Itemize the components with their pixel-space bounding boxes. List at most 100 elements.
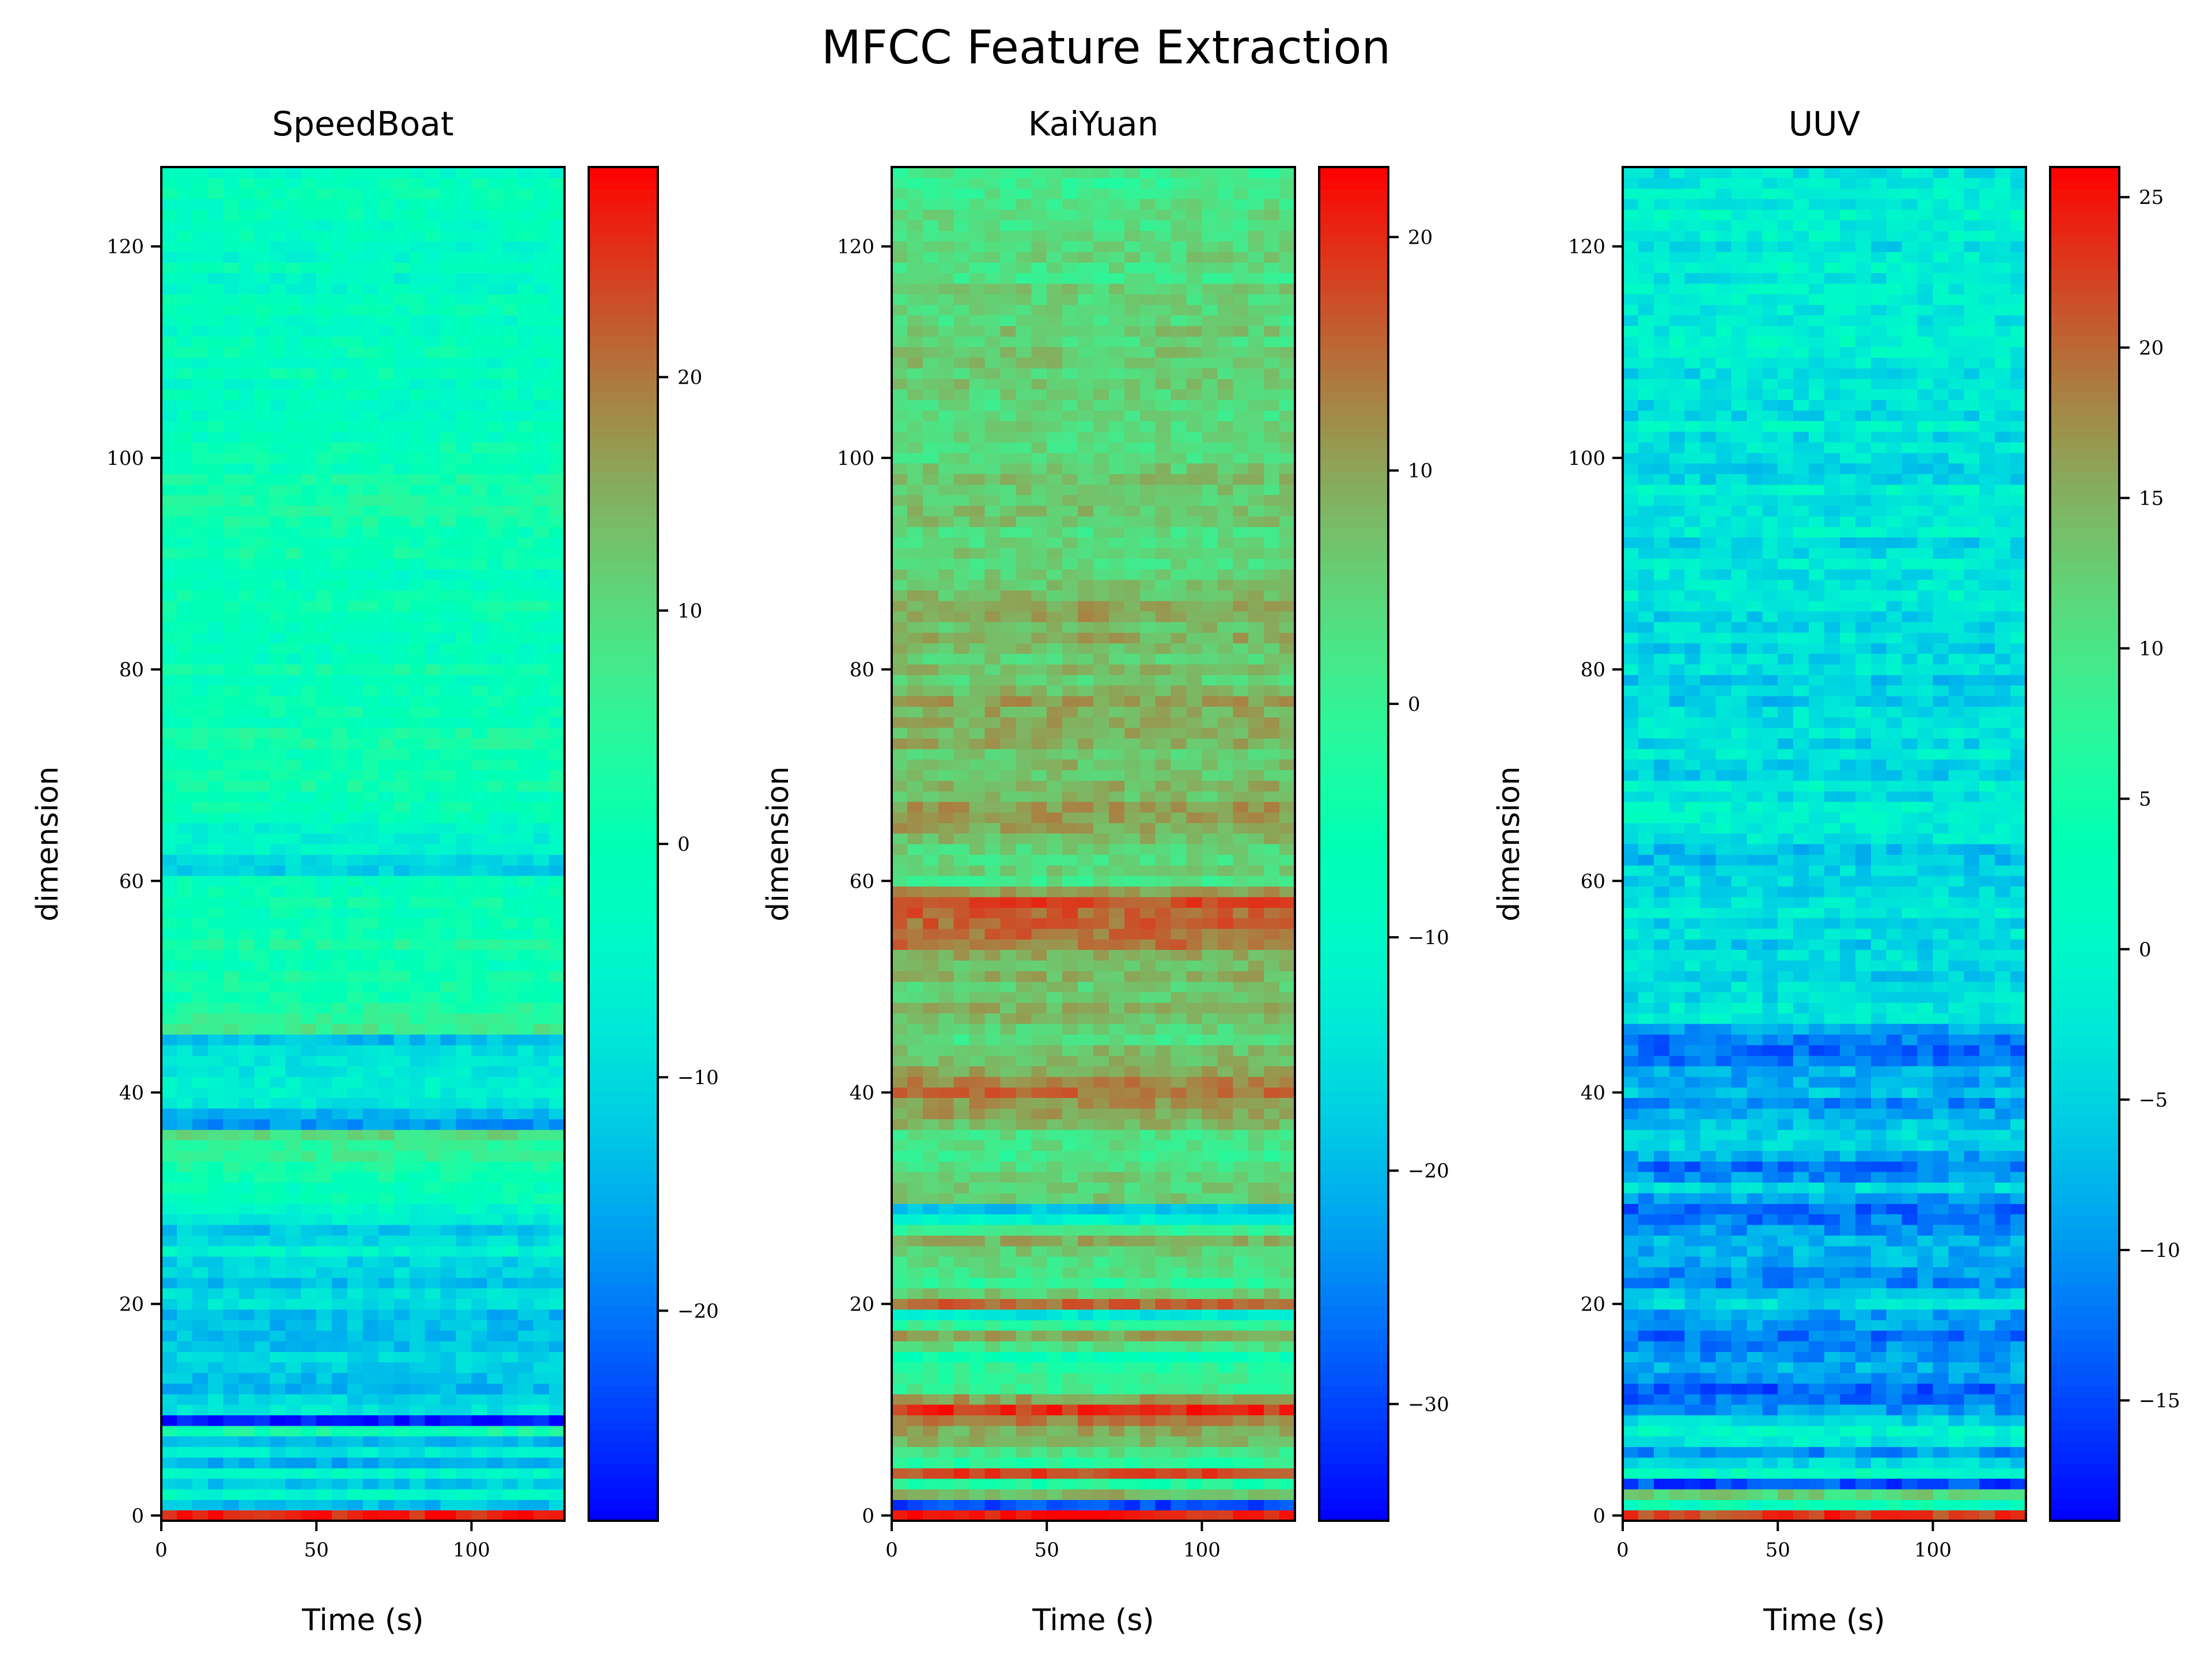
heatmap-cell (332, 854, 348, 866)
heatmap-cell (425, 728, 441, 739)
heatmap-cell (1139, 1330, 1156, 1342)
heatmap-cell (502, 1245, 518, 1257)
colorbar-tick-label: −20 (677, 1300, 719, 1323)
heatmap-cell (316, 1129, 332, 1141)
heatmap-cell (254, 600, 271, 612)
heatmap-cell (502, 1256, 518, 1267)
heatmap-cell (270, 347, 286, 358)
heatmap-cell (518, 1150, 534, 1162)
heatmap-cell (922, 1161, 939, 1172)
heatmap-cell (1233, 1309, 1249, 1320)
heatmap-cell (332, 1415, 348, 1426)
heatmap-cell (456, 1478, 472, 1490)
heatmap-cell (1062, 1182, 1078, 1194)
heatmap-cell (347, 378, 363, 390)
heatmap-cell (332, 1182, 348, 1194)
heatmap-cell (487, 632, 503, 643)
heatmap-cell (176, 1002, 193, 1014)
heatmap-cell (502, 177, 518, 189)
heatmap-cell (907, 907, 923, 919)
heatmap-cell (425, 357, 441, 369)
heatmap-cell (285, 1488, 301, 1500)
heatmap-cell (301, 717, 317, 728)
heatmap-cell (1093, 1436, 1109, 1448)
heatmap-cell (207, 844, 224, 855)
heatmap-cell (363, 622, 379, 633)
heatmap-cell (425, 505, 441, 517)
heatmap-cell (1233, 1351, 1249, 1363)
heatmap-cell (487, 1415, 503, 1426)
heatmap-cell (487, 1066, 503, 1077)
heatmap-cell (1047, 1488, 1063, 1500)
heatmap-cell (363, 399, 379, 411)
heatmap-cell (1062, 971, 1078, 982)
heatmap-cell (223, 347, 240, 358)
heatmap-cell (223, 569, 240, 580)
heatmap-cell (1202, 1055, 1218, 1067)
heatmap-cell (363, 949, 379, 961)
heatmap-cell (502, 1013, 518, 1024)
heatmap-cell (270, 357, 286, 369)
heatmap-cell (533, 876, 550, 887)
heatmap-cell (502, 844, 518, 855)
heatmap-cell (332, 1277, 348, 1289)
heatmap-cell (1264, 907, 1280, 919)
heatmap-cell (161, 664, 177, 675)
heatmap-cell (471, 347, 487, 358)
heatmap-cell (223, 219, 240, 231)
heatmap-cell (176, 1140, 193, 1152)
heatmap-cell (533, 474, 550, 485)
heatmap-cell (270, 1330, 286, 1342)
colorbar-segment (589, 675, 658, 687)
colorbar-segment (589, 832, 658, 844)
heatmap-cell (969, 1362, 986, 1373)
heatmap-cell (363, 643, 379, 654)
heatmap-cell (953, 1288, 970, 1300)
heatmap-cell (969, 928, 986, 940)
heatmap-cell (425, 759, 441, 771)
heatmap-cell (487, 1362, 503, 1373)
heatmap-cell (332, 907, 348, 919)
heatmap-cell (176, 177, 193, 189)
heatmap-cell (285, 823, 301, 834)
heatmap-cell (347, 1034, 363, 1046)
heatmap-cell (223, 1024, 240, 1035)
heatmap-cell (533, 495, 550, 506)
heatmap-cell (487, 1499, 503, 1511)
heatmap-cell (502, 1002, 518, 1014)
heatmap-cell (285, 759, 301, 771)
heatmap-cell (285, 177, 301, 189)
heatmap-cell (270, 188, 286, 199)
heatmap-cell (378, 315, 395, 326)
heatmap-cell (285, 188, 301, 199)
heatmap-cell (393, 1108, 410, 1119)
heatmap-cell (409, 357, 426, 369)
heatmap-cell (518, 664, 534, 675)
heatmap-cell (176, 452, 193, 464)
heatmap-cell (270, 1340, 286, 1352)
heatmap-cell (425, 1320, 441, 1331)
heatmap-cell (456, 928, 472, 940)
colorbar-segment (589, 697, 658, 709)
heatmap-cell (456, 1436, 472, 1448)
heatmap-cell (1093, 907, 1109, 919)
heatmap-cell (393, 347, 410, 358)
heatmap-cell (1031, 960, 1047, 971)
colorbar-segment (589, 900, 658, 912)
heatmap-cell (1016, 1044, 1032, 1056)
heatmap-cell (1155, 1372, 1172, 1384)
heatmap-cell (533, 378, 550, 390)
heatmap-cell (487, 1277, 503, 1289)
heatmap-cell (471, 1235, 487, 1247)
heatmap-cell (907, 1351, 923, 1363)
heatmap-cell (1233, 1383, 1249, 1395)
heatmap-cell (270, 1203, 286, 1215)
heatmap-cell (1031, 1076, 1047, 1088)
heatmap-cell (1016, 1446, 1032, 1458)
heatmap-cell (518, 1140, 534, 1152)
heatmap-cell (1000, 1488, 1016, 1500)
heatmap-cell (533, 325, 550, 337)
heatmap-cell (223, 399, 240, 411)
heatmap-cell (984, 1256, 1001, 1267)
heatmap-cell (1217, 1214, 1233, 1225)
